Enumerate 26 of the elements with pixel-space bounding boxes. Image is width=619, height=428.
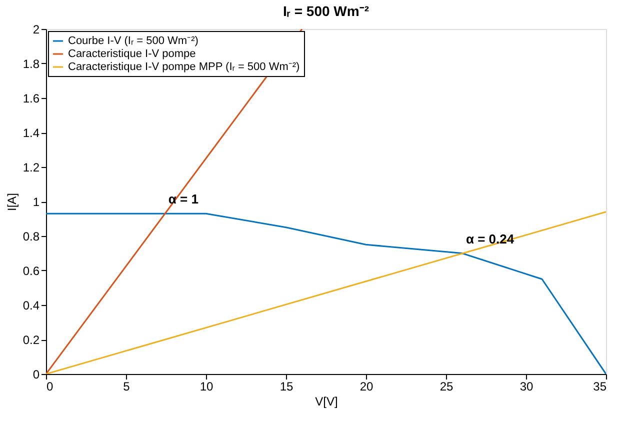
x-tick-label: 25: [440, 380, 454, 394]
y-tick-label: 1.8: [22, 57, 40, 71]
y-tick-label: 0.2: [22, 333, 40, 347]
legend-label: Caracteristique I-V pompe MPP (Iᵣ = 500 Wm⁻²): [68, 61, 300, 73]
x-tick-label: 20: [360, 380, 374, 394]
annotation: α = 1: [168, 192, 198, 207]
y-tick-label: 0.6: [22, 264, 40, 278]
x-tick-label: 5: [123, 380, 130, 394]
x-tick-label: 10: [200, 380, 214, 394]
legend-label: Caracteristique I-V pompe: [68, 48, 196, 60]
y-tick-label: 0.8: [22, 230, 40, 244]
y-tick-label: 1: [32, 195, 40, 209]
y-tick-label: 1.2: [22, 160, 40, 174]
y-tick-label: 0: [32, 368, 40, 382]
y-tick-label: 1.4: [22, 126, 40, 140]
legend-label: Courbe I-V (Iᵣ = 500 Wm⁻²): [68, 35, 198, 47]
y-tick-label: 0.4: [22, 298, 40, 312]
y-tick-label: 2: [32, 22, 40, 36]
x-axis-title: V[V]: [315, 394, 338, 408]
x-tick-label: 15: [280, 380, 294, 394]
chart-title: Iᵣ = 500 Wm⁻²: [283, 3, 370, 19]
x-tick-label: 30: [520, 380, 534, 394]
y-axis-title: I[A]: [4, 192, 19, 212]
x-tick-label: 0: [46, 380, 54, 394]
x-tick-label: 35: [593, 380, 607, 394]
y-tick-label: 1.6: [22, 92, 40, 106]
